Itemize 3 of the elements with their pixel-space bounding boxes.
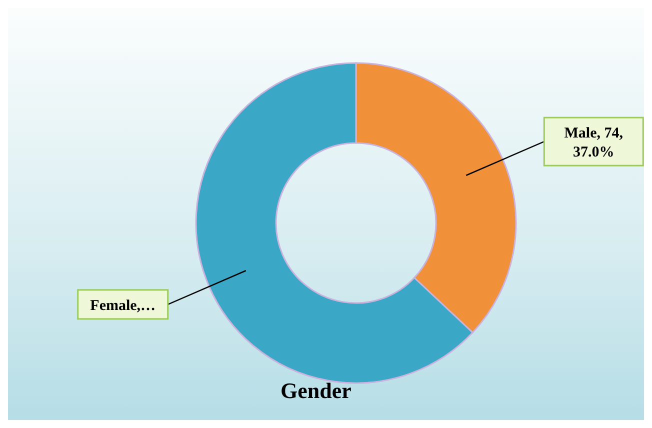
slice-label: Female,… (90, 298, 156, 314)
text: Gender (280, 378, 352, 404)
slice-label: Male, 74, 37.0% (564, 126, 624, 161)
